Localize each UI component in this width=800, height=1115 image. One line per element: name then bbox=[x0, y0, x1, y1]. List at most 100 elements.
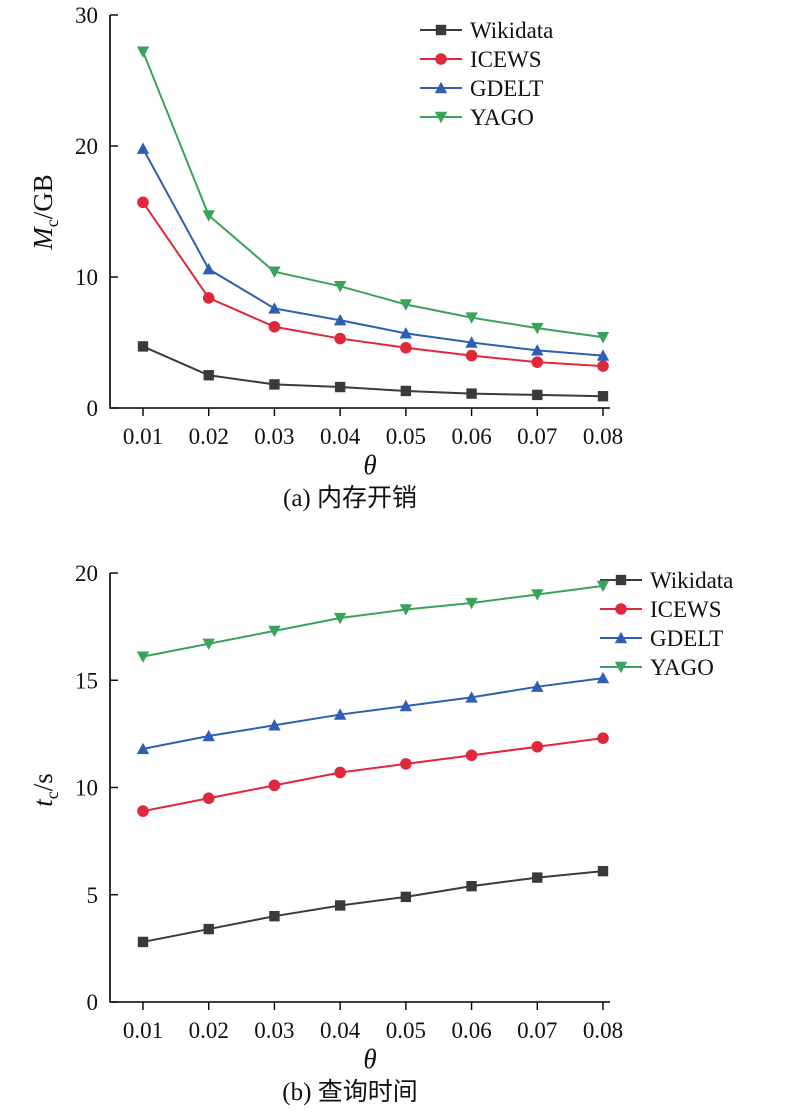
x-tick-label: 0.05 bbox=[386, 424, 426, 449]
x-tick-label: 0.05 bbox=[386, 1018, 426, 1043]
series-yago bbox=[136, 580, 610, 663]
data-point-yago bbox=[399, 299, 413, 311]
x-tick-label: 0.08 bbox=[583, 424, 623, 449]
data-point-gdelt bbox=[333, 708, 347, 720]
x-axis-title: θ bbox=[363, 450, 376, 480]
x-tick-label: 0.03 bbox=[254, 1018, 294, 1043]
x-axis-title: θ bbox=[363, 1044, 376, 1074]
x-tick-label: 0.07 bbox=[517, 424, 557, 449]
legend-label: Wikidata bbox=[650, 568, 733, 593]
data-point-icews bbox=[400, 758, 412, 770]
data-point-gdelt bbox=[268, 302, 281, 314]
data-point-gdelt bbox=[399, 699, 413, 712]
series-yago bbox=[136, 46, 610, 344]
data-point-gdelt bbox=[136, 742, 150, 755]
legend-label: GDELT bbox=[650, 626, 723, 651]
legend-marker bbox=[614, 661, 628, 674]
data-point-icews bbox=[334, 766, 346, 779]
series-line-gdelt bbox=[142, 148, 604, 357]
legend-entry-wikidata: Wikidata bbox=[420, 18, 553, 43]
axes bbox=[109, 573, 610, 1003]
legend-marker bbox=[435, 53, 447, 65]
y-tick-label: 20 bbox=[75, 134, 98, 159]
data-point-icews bbox=[268, 320, 281, 333]
y-tick-label: 0 bbox=[87, 396, 99, 421]
data-point-wikidata bbox=[597, 865, 609, 877]
data-point-icews bbox=[268, 779, 281, 792]
data-point-wikidata bbox=[137, 341, 149, 352]
data-point-gdelt bbox=[333, 314, 347, 326]
series-line-icews bbox=[142, 201, 604, 368]
series-line-icews bbox=[142, 737, 604, 813]
data-point-icews bbox=[137, 805, 149, 817]
y-axis-title-unit: /GB bbox=[28, 174, 58, 219]
x-tick-label: 0.04 bbox=[320, 1018, 361, 1043]
data-point-wikidata bbox=[532, 872, 543, 883]
data-point-yago bbox=[399, 604, 413, 616]
data-point-icews bbox=[597, 732, 609, 744]
y-axis-title: Mc/GB bbox=[28, 174, 62, 251]
x-tick-label: 0.01 bbox=[123, 424, 163, 449]
data-point-gdelt bbox=[399, 327, 413, 339]
y-tick-label: 15 bbox=[75, 668, 98, 693]
legend-label: YAGO bbox=[470, 105, 534, 130]
data-point-yago bbox=[531, 589, 544, 601]
data-point-wikidata bbox=[597, 391, 609, 402]
legend-label: ICEWS bbox=[650, 597, 722, 622]
series-icews bbox=[137, 196, 609, 372]
figure-caption: (b) 查询时间 bbox=[282, 1078, 417, 1106]
series-line-yago bbox=[142, 584, 604, 658]
legend-marker bbox=[435, 24, 447, 36]
data-point-wikidata bbox=[137, 936, 149, 948]
data-point-wikidata bbox=[400, 891, 412, 903]
data-point-yago bbox=[136, 46, 150, 58]
series-line-gdelt bbox=[142, 677, 604, 750]
data-point-icews bbox=[531, 356, 544, 368]
data-point-icews bbox=[465, 349, 478, 362]
data-point-yago bbox=[202, 210, 215, 222]
data-point-wikidata bbox=[334, 381, 346, 393]
data-point-wikidata bbox=[203, 923, 214, 935]
data-point-icews bbox=[597, 360, 609, 372]
y-axis-title: tc/s bbox=[28, 773, 62, 807]
series-wikidata bbox=[137, 341, 609, 402]
data-point-wikidata bbox=[269, 911, 280, 922]
data-point-gdelt bbox=[531, 344, 544, 356]
data-point-gdelt bbox=[531, 680, 544, 692]
legend-entry-gdelt: GDELT bbox=[420, 76, 543, 101]
chart-memory-overhead: 0 10 20 30 0.01 0.02 0.03 0.04 0.05 0.06 0.07 0.08 θ… bbox=[28, 3, 623, 512]
y-tick-label: 30 bbox=[75, 3, 98, 28]
series-line-wikidata bbox=[142, 345, 604, 398]
legend-entry-icews: ICEWS bbox=[420, 47, 542, 72]
data-point-wikidata bbox=[532, 389, 543, 401]
y-tick-label: 0 bbox=[87, 990, 99, 1015]
data-point-icews bbox=[531, 740, 544, 753]
data-point-wikidata bbox=[466, 880, 477, 892]
figure-caption: (a) 内存开销 bbox=[283, 484, 417, 512]
series-gdelt bbox=[136, 671, 610, 755]
legend-marker bbox=[615, 603, 627, 615]
y-axis-title-symbol: t bbox=[28, 798, 58, 807]
data-point-gdelt bbox=[202, 729, 215, 742]
data-point-icews bbox=[334, 332, 346, 345]
series-line-yago bbox=[142, 51, 604, 339]
data-point-yago bbox=[268, 266, 281, 278]
series-line-wikidata bbox=[142, 870, 604, 943]
legend-label: GDELT bbox=[470, 76, 543, 101]
x-tick-label: 0.04 bbox=[320, 424, 361, 449]
data-point-icews bbox=[137, 196, 149, 209]
data-point-gdelt bbox=[596, 671, 610, 684]
series-icews bbox=[137, 732, 609, 817]
legend-label: Wikidata bbox=[470, 18, 553, 43]
legend-marker bbox=[434, 111, 448, 124]
y-axis-title-symbol: M bbox=[28, 226, 58, 251]
series-gdelt bbox=[136, 142, 610, 361]
legend-label: YAGO bbox=[650, 655, 714, 680]
data-point-icews bbox=[202, 792, 215, 805]
x-tick-label: 0.06 bbox=[451, 424, 491, 449]
data-point-yago bbox=[333, 280, 347, 293]
x-tick-label: 0.07 bbox=[517, 1018, 557, 1043]
data-point-gdelt bbox=[596, 349, 610, 361]
y-tick-label: 20 bbox=[75, 561, 98, 586]
data-point-icews bbox=[202, 292, 215, 304]
